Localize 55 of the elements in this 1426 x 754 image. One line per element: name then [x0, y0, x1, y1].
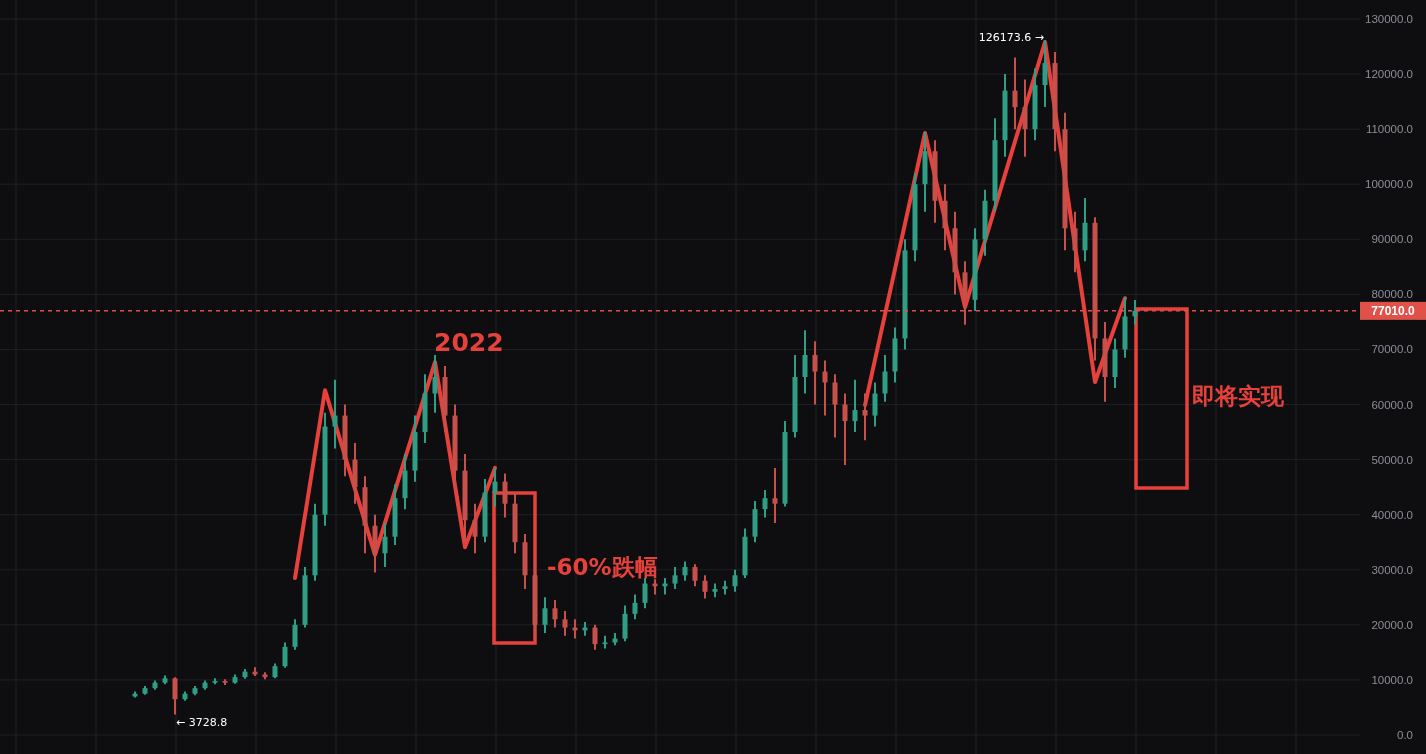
candlestick — [332, 378, 338, 450]
annotation: ← 3728.8 — [176, 716, 228, 730]
candlestick — [632, 593, 638, 621]
candlestick — [812, 340, 818, 406]
candlestick — [1012, 56, 1018, 131]
annotation: 2022 — [434, 328, 504, 357]
y-tick-label: 70000.0 — [1371, 343, 1413, 356]
y-tick-label: 30000.0 — [1371, 563, 1413, 576]
candlestick — [542, 596, 548, 635]
candlestick — [882, 353, 888, 403]
annotation: 126173.6 → — [978, 31, 1044, 45]
candlestick — [562, 610, 568, 637]
candlestick — [1042, 39, 1048, 109]
y-tick-label: 120000.0 — [1365, 68, 1413, 81]
candlestick — [832, 373, 838, 439]
candlestick — [692, 563, 698, 588]
candlestick — [772, 466, 778, 524]
y-tick-label: 50000.0 — [1371, 453, 1413, 466]
y-tick-label: 100000.0 — [1365, 178, 1413, 191]
candlestick — [872, 381, 878, 428]
annotation: 即将实现 — [1192, 383, 1285, 409]
candlestick — [1072, 210, 1078, 274]
candlestick — [672, 566, 678, 591]
candlestick — [802, 329, 808, 395]
candlestick — [842, 392, 848, 467]
ref-line-label: 77010.0 — [1371, 304, 1416, 319]
y-tick-label: 90000.0 — [1371, 233, 1413, 246]
y-tick-label: 40000.0 — [1371, 508, 1413, 521]
y-tick-label: 20000.0 — [1371, 618, 1413, 631]
candlestick — [172, 676, 178, 716]
candlestick — [852, 378, 858, 434]
candlestick — [382, 521, 388, 569]
candlestick — [492, 466, 498, 508]
candlestick — [472, 502, 478, 555]
y-tick-label: 110000.0 — [1365, 123, 1413, 136]
candlestick — [642, 577, 648, 610]
candlestick — [282, 641, 288, 669]
candlestick — [502, 472, 508, 519]
y-tick-label: 80000.0 — [1371, 288, 1413, 301]
candlestick — [822, 359, 828, 417]
y-tick-label: 60000.0 — [1371, 398, 1413, 411]
y-tick-label: 10000.0 — [1371, 673, 1413, 686]
candlestick — [682, 560, 688, 582]
y-tick-label: 0.0 — [1397, 729, 1413, 741]
candlestick — [432, 353, 438, 414]
candlestick — [1022, 78, 1028, 158]
candlestick — [762, 488, 768, 519]
y-tick-label: 130000.0 — [1365, 13, 1413, 25]
candlestick — [862, 392, 868, 442]
candlestick — [732, 568, 738, 593]
annotation: -60%跌幅 — [547, 554, 658, 580]
candlestick — [292, 618, 298, 651]
candlestick — [552, 599, 558, 629]
candlestick — [592, 623, 598, 651]
candlestick — [702, 574, 708, 600]
